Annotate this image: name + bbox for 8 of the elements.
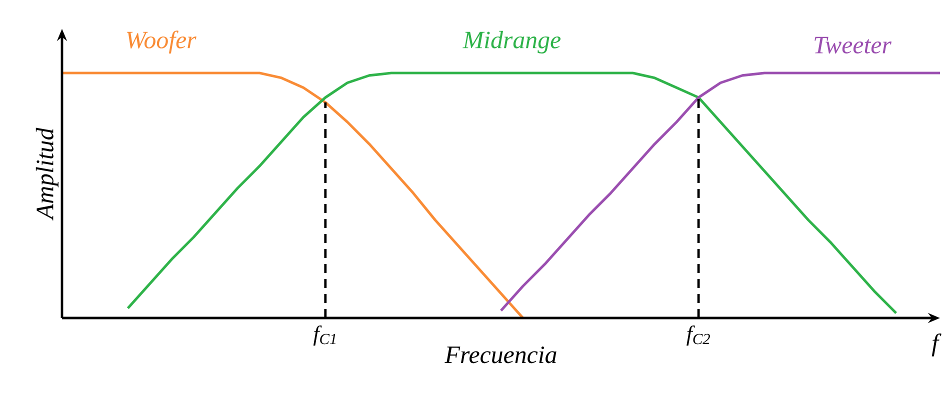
x-tick-label: f$_{C1}$ <box>313 326 336 346</box>
x-axis-title: Frecuencia <box>444 346 556 364</box>
y-axis-title: Amplitud <box>36 128 58 220</box>
series-label: Midrange <box>462 30 561 54</box>
series-label: Woofer <box>126 30 196 54</box>
x-tick-label: f$_{C2}$ <box>686 326 710 346</box>
text: f <box>932 334 942 356</box>
series-label: Tweeter <box>814 36 892 54</box>
